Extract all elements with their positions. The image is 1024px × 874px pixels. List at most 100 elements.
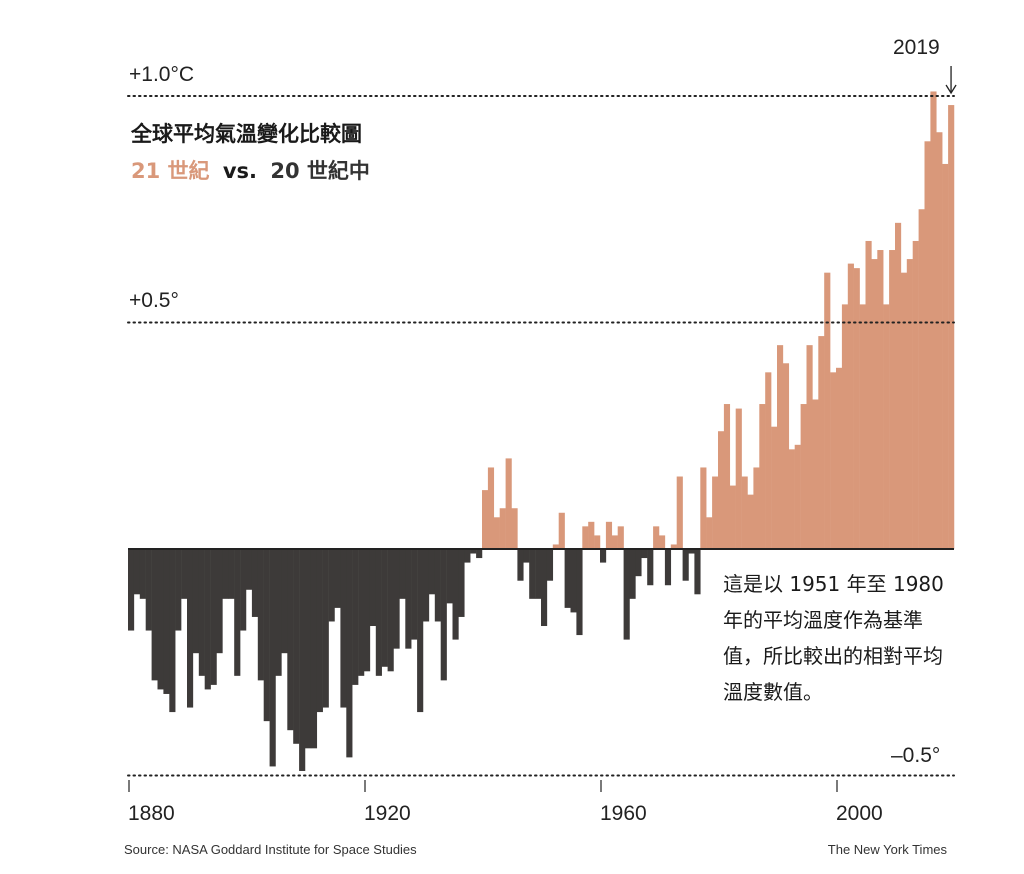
bar-1929	[417, 549, 424, 713]
x-tick-label-1880: 1880	[128, 802, 175, 825]
bar-1993	[794, 444, 801, 549]
bar-2003	[853, 268, 860, 549]
bar-series	[128, 91, 955, 771]
bar-1959	[594, 535, 601, 549]
bar-1949	[535, 549, 542, 599]
bar-1989	[771, 426, 778, 549]
bar-1987	[759, 404, 766, 549]
bar-2008	[883, 304, 890, 549]
bar-1988	[765, 372, 772, 549]
bar-2007	[877, 250, 884, 549]
bar-1913	[322, 549, 329, 708]
bar-1953	[558, 512, 565, 549]
bar-1932	[434, 549, 441, 622]
bar-1968	[647, 549, 654, 586]
bar-1975	[688, 549, 695, 554]
bar-1981	[723, 404, 731, 549]
bar-1951	[546, 549, 554, 581]
bar-1934	[446, 549, 453, 604]
bar-1985	[747, 494, 754, 549]
bar-1892	[198, 549, 205, 676]
bar-1922	[375, 549, 382, 676]
bar-1992	[788, 449, 795, 549]
bar-1899	[240, 549, 247, 631]
bar-1901	[251, 549, 259, 617]
bar-1907	[287, 549, 294, 731]
bar-1956	[576, 549, 583, 636]
bar-1971	[664, 549, 672, 586]
x-tick-label-1960: 1960	[600, 802, 647, 825]
bar-1973	[676, 476, 683, 549]
bar-1947	[523, 549, 530, 563]
gridline-label-minus-0-5: –0.5°	[891, 744, 941, 767]
bar-1940	[482, 490, 489, 549]
bar-1885	[157, 549, 164, 690]
bar-1952	[552, 544, 559, 549]
bar-1974	[682, 549, 689, 581]
bar-2006	[871, 259, 878, 549]
bar-2015	[924, 141, 931, 550]
bar-2001	[841, 304, 849, 549]
gridline-label-plus-1: +1.0°C	[129, 63, 195, 86]
bar-1921	[369, 549, 377, 627]
bar-1919	[358, 549, 365, 676]
bar-1978	[706, 517, 713, 549]
bar-1976	[694, 549, 701, 595]
bar-2014	[918, 209, 925, 549]
bar-1931	[428, 549, 436, 595]
bar-1925	[393, 549, 400, 649]
bar-1979	[712, 476, 719, 549]
x-axis: 1880 1920 1960 2000	[128, 780, 883, 825]
bar-1930	[423, 549, 430, 622]
bar-1948	[529, 549, 536, 599]
bar-1926	[399, 549, 406, 599]
bar-1998	[824, 272, 831, 549]
bar-2005	[865, 240, 872, 549]
bar-1880	[128, 549, 135, 631]
callout-arrow-head	[945, 84, 957, 95]
bar-2011	[900, 272, 908, 549]
bar-1980	[718, 431, 725, 549]
bar-1960	[600, 549, 607, 563]
bar-1924	[387, 549, 394, 672]
bar-1912	[316, 549, 323, 713]
bar-1918	[352, 549, 359, 685]
baseline-note: 這是以 1951 年至 1980 年的平均溫度作為基準值，所比較出的相對平均溫度…	[723, 572, 944, 704]
bar-1915	[334, 549, 341, 608]
bar-1923	[381, 549, 388, 667]
bar-1898	[234, 549, 241, 676]
bar-1902	[257, 549, 264, 681]
bar-1950	[541, 549, 548, 627]
bar-1938	[470, 549, 477, 554]
bar-1893	[204, 549, 211, 690]
bar-1900	[246, 549, 253, 590]
bar-2009	[889, 250, 896, 549]
bar-1935	[452, 549, 459, 640]
bar-1982	[729, 485, 736, 549]
x-tick-label-1920: 1920	[364, 802, 411, 825]
bar-1955	[570, 549, 577, 613]
bar-1889	[181, 549, 188, 599]
bar-2000	[836, 367, 843, 549]
bar-1890	[187, 549, 194, 708]
bar-1917	[346, 549, 353, 758]
bar-2004	[859, 304, 866, 549]
bar-1941	[487, 467, 495, 549]
bar-1965	[629, 549, 636, 599]
bar-1909	[299, 549, 306, 771]
bar-1905	[275, 549, 282, 676]
bar-1972	[670, 544, 677, 549]
bar-1994	[800, 404, 807, 549]
bar-1962	[611, 535, 618, 549]
bar-2019	[948, 105, 955, 549]
bar-1942	[493, 517, 500, 549]
bar-1891	[192, 549, 200, 654]
callout-year-label: 2019	[893, 36, 940, 59]
bar-1903	[263, 549, 270, 722]
bar-1910	[305, 549, 312, 749]
bar-1954	[564, 549, 571, 608]
bar-1883	[145, 549, 152, 631]
bar-1911	[310, 549, 318, 749]
bar-2010	[895, 222, 902, 549]
bar-1908	[293, 549, 300, 744]
